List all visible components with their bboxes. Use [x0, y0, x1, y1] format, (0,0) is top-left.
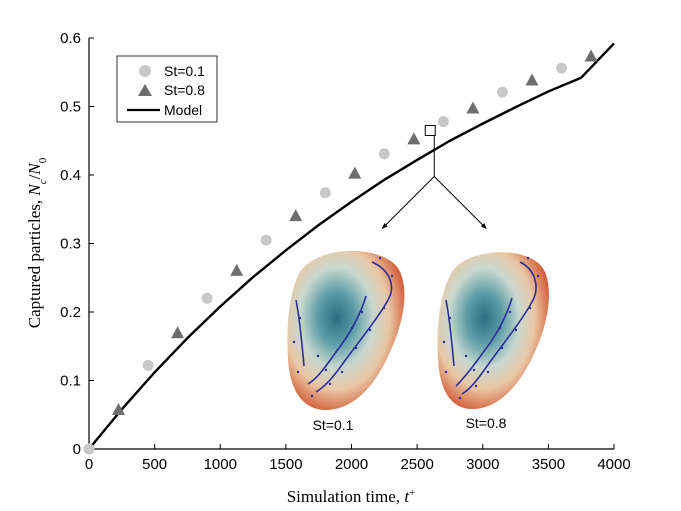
y-tick-label: 0.5: [60, 99, 81, 116]
y-tick-label: 0.2: [60, 304, 81, 321]
legend-label-st08: St=0.8: [164, 82, 205, 98]
data-point-st01: [437, 116, 449, 128]
legend-label-model: Model: [164, 102, 202, 118]
zoom-arrow-right: [433, 176, 487, 229]
y-ticks: 0 0.1 0.2 0.3 0.4 0.5 0.6: [60, 30, 94, 458]
x-ticks: 0 500 1000 1500 2000 2500 3000 3500 4000: [85, 444, 631, 473]
data-point-st08: [584, 49, 598, 62]
zoom-annotation: [381, 124, 487, 229]
data-point-st01: [496, 86, 508, 98]
data-point-st01: [319, 187, 331, 199]
data-point-st01: [378, 148, 390, 160]
zoom-arrow-left: [381, 176, 435, 229]
data-point-st01: [83, 443, 95, 455]
model-series: [88, 42, 615, 450]
data-point-st08: [348, 166, 362, 179]
inset-surface-st01: [287, 250, 405, 411]
x-tick-label: 2500: [400, 456, 433, 473]
data-point-st01: [201, 292, 213, 304]
inset-st08: [437, 252, 549, 410]
data-point-st08: [525, 73, 539, 86]
data-point-st01: [556, 62, 567, 74]
legend: St=0.1 St=0.8 Model: [116, 55, 218, 123]
x-tick-label: 500: [142, 456, 167, 473]
y-tick-label: 0.4: [60, 167, 81, 184]
data-point-st08: [407, 132, 421, 145]
st08-series: [112, 49, 598, 415]
inset-label-st08: St=0.8: [466, 415, 507, 431]
x-tick-label: 4000: [597, 456, 630, 473]
data-point-st01: [142, 359, 154, 371]
x-tick-label: 0: [85, 456, 93, 473]
particle-dots-st08: [442, 256, 540, 400]
data-point-st08: [466, 101, 480, 114]
inset-surface-st08: [437, 252, 549, 410]
legend-marker-st01: [139, 65, 151, 77]
data-point-st08: [112, 402, 126, 415]
x-tick-label: 1500: [269, 456, 302, 473]
y-tick-label: 0.6: [60, 30, 81, 47]
zoom-box: [424, 124, 436, 136]
inset-label-st01: St=0.1: [313, 417, 354, 433]
legend-marker-st08: [138, 84, 152, 96]
y-axis-title: Captured particles, Nc/N0: [25, 157, 49, 328]
x-tick-label: 3500: [532, 456, 565, 473]
inset-st01: [287, 250, 405, 411]
data-point-st08: [171, 326, 185, 339]
x-tick-label: 1000: [204, 456, 237, 473]
data-point-st08: [289, 209, 303, 222]
y-tick-label: 0.1: [60, 373, 81, 390]
particle-tracks-st08: [445, 261, 537, 395]
y-tick-label: 0: [73, 441, 81, 458]
legend-label-st01: St=0.1: [164, 63, 205, 79]
x-tick-label: 2000: [335, 456, 368, 473]
st01-series: [83, 62, 567, 455]
particle-tracks-st01: [295, 261, 393, 393]
y-tick-label: 0.3: [60, 236, 81, 253]
x-tick-label: 3000: [466, 456, 499, 473]
data-point-st08: [230, 263, 244, 276]
data-point-st01: [260, 234, 272, 246]
x-axis-title: Simulation time, t+: [287, 487, 416, 506]
model-line: [88, 42, 615, 450]
particle-dots-st01: [292, 256, 394, 398]
